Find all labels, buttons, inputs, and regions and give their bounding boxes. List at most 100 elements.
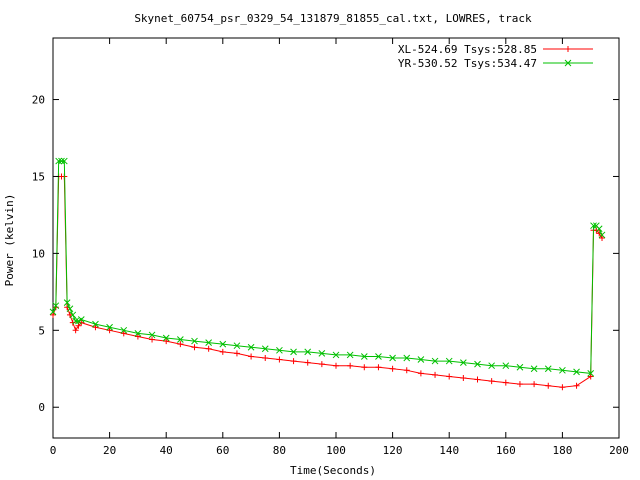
data-point — [502, 362, 510, 370]
y-tick-label: 0 — [38, 401, 45, 414]
data-point — [120, 326, 128, 334]
series-line — [52, 160, 603, 374]
data-point — [417, 370, 424, 377]
data-point — [77, 316, 85, 323]
x-tick-label: 160 — [496, 444, 516, 457]
data-point — [360, 353, 368, 360]
data-point — [233, 350, 240, 357]
data-point — [176, 336, 184, 343]
data-point — [599, 235, 606, 241]
data-point — [516, 363, 524, 371]
data-point — [375, 364, 382, 371]
data-point — [318, 361, 325, 368]
data-point — [403, 354, 411, 362]
data-point — [347, 362, 354, 369]
data-point — [49, 308, 57, 316]
data-point — [474, 360, 481, 368]
legend-label: XL-524.69 Tsys:528.85 — [398, 43, 537, 56]
data-point — [191, 337, 198, 345]
data-point — [446, 373, 453, 380]
data-point — [72, 317, 79, 325]
x-tick-label: 0 — [50, 444, 57, 457]
y-tick-label: 10 — [32, 247, 45, 260]
data-point — [50, 311, 56, 318]
data-point — [590, 222, 597, 230]
data-point — [459, 359, 467, 366]
legend-item: YR-530.52 Tsys:534.47 — [398, 57, 593, 70]
data-point — [375, 353, 382, 360]
series-xl — [50, 173, 606, 391]
data-point — [248, 353, 255, 360]
data-point — [544, 365, 552, 373]
data-point — [163, 338, 170, 345]
x-tick-label: 120 — [383, 444, 403, 457]
data-point — [205, 345, 212, 352]
data-point — [191, 344, 198, 351]
data-point — [149, 336, 156, 343]
chart-title: Skynet_60754_psr_0329_54_131879_81855_ca… — [134, 12, 532, 25]
data-point — [565, 46, 571, 52]
data-point — [63, 299, 71, 306]
data-point — [587, 370, 595, 377]
data-point — [431, 357, 439, 365]
data-point — [488, 378, 495, 385]
data-point — [52, 302, 60, 310]
y-tick-label: 20 — [32, 94, 45, 107]
data-point — [134, 333, 141, 340]
data-point — [474, 376, 481, 383]
data-point — [587, 373, 594, 380]
x-tick-label: 80 — [273, 444, 286, 457]
data-point — [332, 351, 340, 359]
data-point — [445, 357, 453, 365]
x-tick-label: 180 — [552, 444, 572, 457]
data-point — [564, 59, 572, 67]
data-point — [333, 362, 339, 369]
data-point — [134, 330, 142, 337]
y-axis-label: Power (kelvin) — [3, 194, 16, 287]
data-point — [346, 351, 354, 359]
data-point — [247, 343, 255, 351]
data-point — [432, 371, 439, 378]
data-point — [60, 157, 68, 165]
data-point — [78, 319, 85, 326]
data-point — [573, 382, 580, 389]
data-point — [69, 311, 77, 319]
data-point — [66, 305, 74, 313]
data-point — [545, 382, 552, 389]
data-point — [92, 320, 99, 328]
data-point — [219, 348, 226, 355]
data-point — [389, 354, 396, 362]
data-point — [361, 364, 368, 371]
legend-label: YR-530.52 Tsys:534.47 — [398, 57, 537, 70]
data-point — [276, 346, 283, 354]
data-point — [516, 381, 523, 388]
data-point — [530, 365, 538, 373]
y-tick-label: 5 — [38, 324, 45, 337]
data-point — [262, 355, 269, 361]
data-point — [290, 358, 297, 365]
data-point — [389, 365, 396, 372]
data-point — [261, 345, 269, 353]
data-point — [559, 384, 566, 391]
data-point — [55, 157, 63, 165]
series-yr — [49, 157, 606, 377]
data-point — [502, 379, 509, 386]
x-tick-label: 200 — [609, 444, 629, 457]
plot-frame — [52, 37, 620, 439]
data-point — [120, 330, 127, 337]
data-point — [304, 359, 311, 366]
x-tick-label: 40 — [160, 444, 173, 457]
data-point — [318, 350, 326, 357]
data-point — [598, 231, 606, 239]
data-point — [559, 366, 566, 374]
data-point — [106, 327, 113, 334]
x-tick-label: 140 — [439, 444, 459, 457]
data-point — [488, 362, 496, 370]
data-point — [233, 342, 241, 350]
data-point — [403, 367, 410, 374]
data-point — [219, 340, 227, 348]
data-point — [205, 339, 213, 346]
data-point — [531, 381, 538, 388]
